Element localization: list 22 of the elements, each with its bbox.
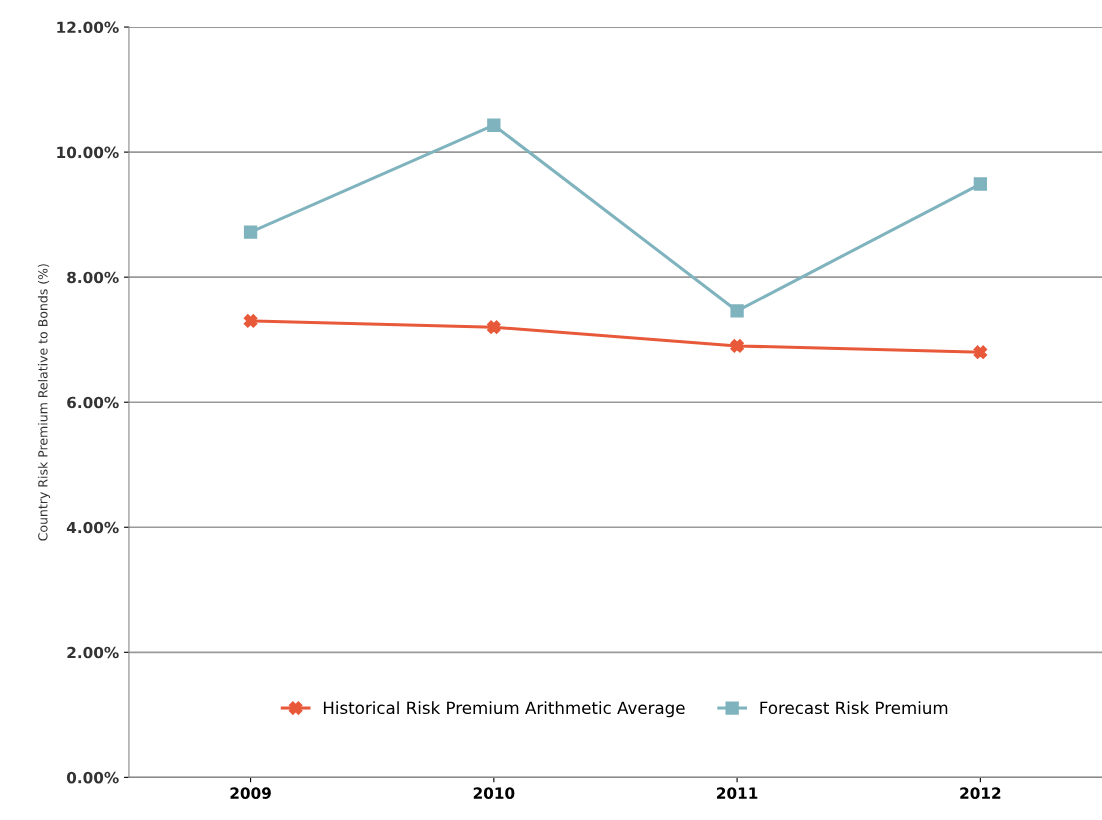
point xyxy=(243,225,258,239)
legend-label: Forecast Risk Premium xyxy=(760,701,948,715)
x-tick-label: 2010 xyxy=(473,787,515,799)
y-tick-label: 6.00% xyxy=(67,396,119,409)
y-tick-label: 0.00% xyxy=(66,771,119,784)
x-tick-label: 2011 xyxy=(717,787,758,799)
y-tick-label: 10.00% xyxy=(57,146,119,159)
y-tick-label: 12.00% xyxy=(57,21,119,34)
point xyxy=(973,345,988,359)
x-tick-label: 2012 xyxy=(960,787,1001,799)
point xyxy=(487,320,501,334)
y-axis-title: Country Risk Premium Relative to Bonds (%) xyxy=(37,264,51,541)
x-tick-label: 2009 xyxy=(230,787,271,799)
y-tick-label: 4.00% xyxy=(66,521,119,534)
y-tick-label: 8.00% xyxy=(67,271,119,284)
point xyxy=(730,304,744,318)
point xyxy=(730,339,744,353)
y-tick-label: 2.00% xyxy=(67,646,119,659)
point xyxy=(487,118,501,132)
legend-label: Historical Risk Premium Arithmetic Average xyxy=(323,701,685,718)
point xyxy=(243,314,258,328)
point xyxy=(973,177,988,191)
